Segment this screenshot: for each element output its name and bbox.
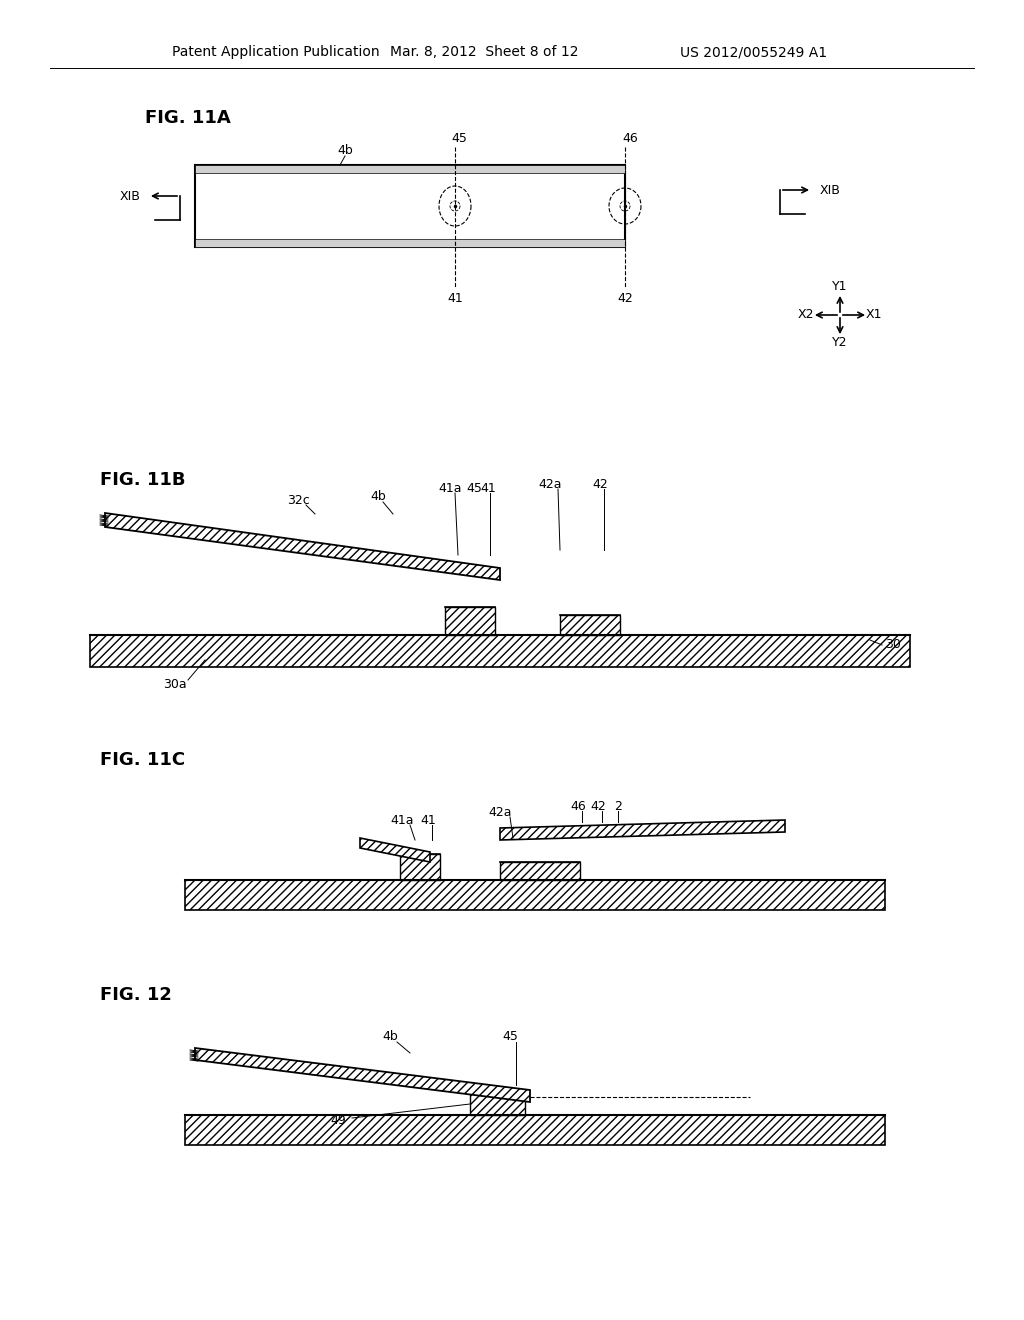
Text: FIG. 11C: FIG. 11C [100, 751, 185, 770]
Polygon shape [560, 615, 620, 635]
Text: 2: 2 [614, 800, 622, 813]
Text: 45: 45 [451, 132, 467, 145]
Polygon shape [500, 862, 580, 880]
Text: Mar. 8, 2012  Sheet 8 of 12: Mar. 8, 2012 Sheet 8 of 12 [390, 45, 579, 59]
Polygon shape [105, 513, 500, 579]
Text: Y2: Y2 [833, 337, 848, 350]
Text: 42: 42 [617, 293, 633, 305]
Text: XIB: XIB [820, 183, 841, 197]
Text: FIG. 11B: FIG. 11B [100, 471, 185, 488]
Text: 41: 41 [420, 813, 436, 826]
Text: 42a: 42a [488, 805, 512, 818]
Polygon shape [445, 607, 495, 635]
Text: 41a: 41a [390, 813, 414, 826]
Bar [195, 165, 625, 247]
Text: 41: 41 [447, 293, 463, 305]
Text: 42a: 42a [539, 478, 562, 491]
Text: Y1: Y1 [833, 281, 848, 293]
Text: FIG. 12: FIG. 12 [100, 986, 172, 1005]
Polygon shape [185, 880, 885, 909]
Text: 49: 49 [330, 1114, 346, 1126]
Text: US 2012/0055249 A1: US 2012/0055249 A1 [680, 45, 827, 59]
Polygon shape [400, 854, 440, 880]
Bar [195, 239, 625, 247]
Text: XIB: XIB [119, 190, 140, 202]
Text: 45: 45 [502, 1030, 518, 1043]
Polygon shape [90, 635, 910, 667]
Text: 30a: 30a [163, 678, 186, 692]
Text: 46: 46 [623, 132, 638, 145]
Polygon shape [185, 1115, 885, 1144]
Bar [195, 165, 625, 173]
Text: 41a: 41a [438, 482, 462, 495]
Text: 41: 41 [480, 482, 496, 495]
Polygon shape [500, 820, 785, 840]
Text: 30: 30 [885, 639, 901, 652]
Text: 46: 46 [570, 800, 586, 813]
Text: 32c: 32c [287, 494, 309, 507]
Text: Patent Application Publication: Patent Application Publication [172, 45, 380, 59]
Text: 4b: 4b [337, 144, 353, 157]
Text: X1: X1 [865, 309, 883, 322]
Text: 4b: 4b [370, 490, 386, 503]
Text: X2: X2 [798, 309, 814, 322]
Polygon shape [360, 838, 430, 862]
Text: 4b: 4b [382, 1030, 398, 1043]
Polygon shape [470, 1093, 525, 1115]
Text: 42: 42 [592, 478, 608, 491]
Text: 42: 42 [590, 800, 606, 813]
Polygon shape [195, 1048, 530, 1102]
Text: FIG. 11A: FIG. 11A [145, 110, 230, 127]
Text: 45: 45 [466, 482, 482, 495]
